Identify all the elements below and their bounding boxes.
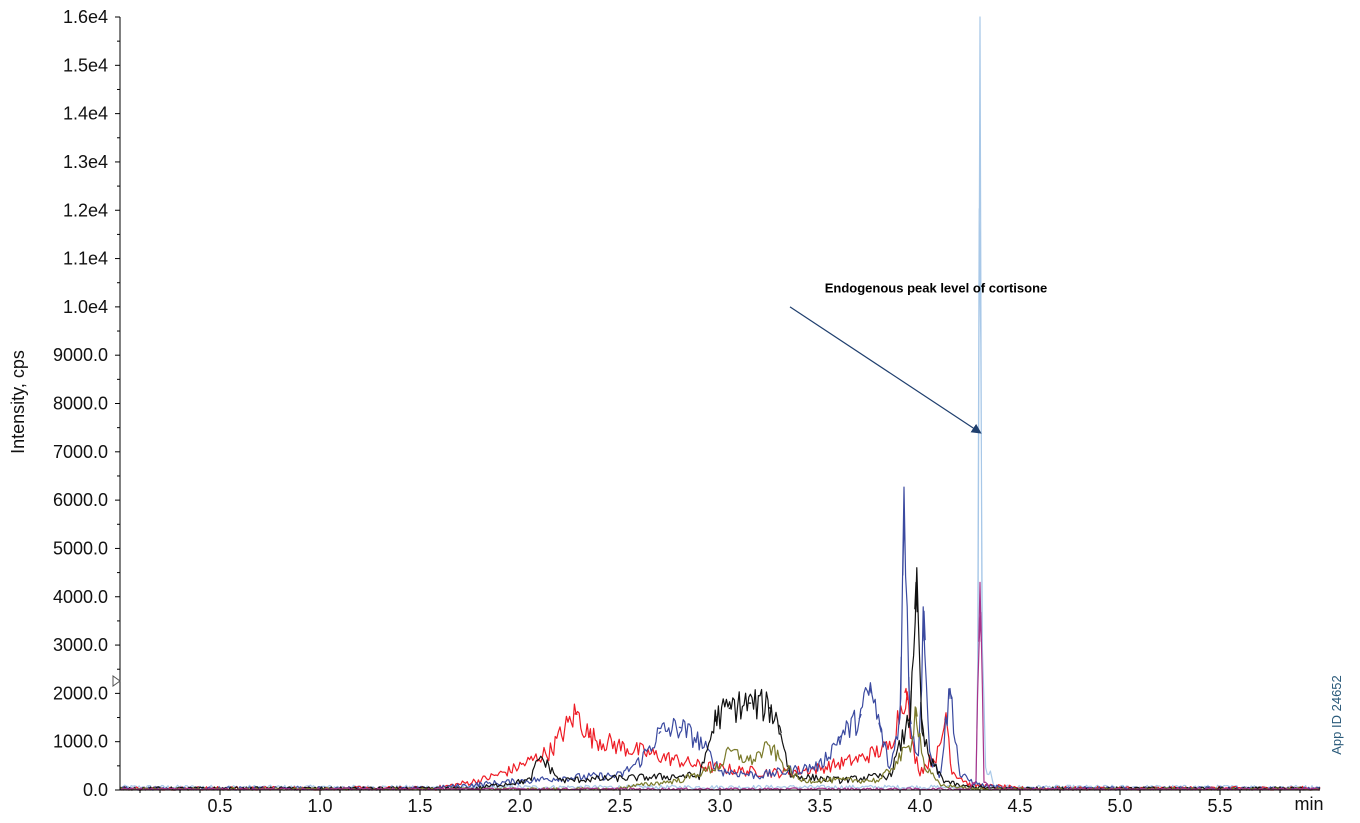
triangle-marker-icon: [112, 675, 121, 687]
x-tick-label: 1.5: [407, 796, 432, 816]
series-line-3: [119, 486, 1321, 791]
x-tick-label: 5.5: [1207, 796, 1232, 816]
y-tick-label: 5000.0: [53, 538, 108, 558]
y-tick-label: 1.3e4: [63, 152, 108, 172]
y-tick-label: 1.5e4: [63, 55, 108, 75]
y-tick-label: 9000.0: [53, 345, 108, 365]
series-line-2: [119, 687, 1321, 791]
x-axis-ticks: 0.5 1.0 1.5 2.0 2.5 3.0 3.5 4.0 4.5 5.0 5.5: [139, 790, 1301, 816]
series-line-1: [119, 16, 1321, 790]
series-line-6: [119, 581, 1321, 791]
y-tick-label: 1.1e4: [63, 249, 108, 269]
y-tick-label: 2000.0: [53, 683, 108, 703]
annotation-text: Endogenous peak level of cortisone: [825, 280, 1048, 295]
y-tick-label: 1000.0: [53, 732, 108, 752]
x-tick-label: 3.5: [807, 796, 832, 816]
y-tick-label: 3000.0: [53, 635, 108, 655]
x-tick-label: 1.0: [307, 796, 332, 816]
annotation: Endogenous peak level of cortisone: [789, 280, 1048, 434]
y-axis-title: Intensity, cps: [8, 350, 28, 454]
x-tick-label: 4.0: [907, 796, 932, 816]
x-tick-label: 5.0: [1107, 796, 1132, 816]
y-tick-label: 0.0: [83, 780, 108, 800]
app-id-label: App ID 24652: [1329, 675, 1344, 755]
series-layer: [119, 16, 1321, 791]
y-axis-ticks: 0.0 1000.0 2000.0 3000.0 4000.0 5000.0 6000.0 7…: [53, 7, 120, 800]
y-tick-label: 4000.0: [53, 587, 108, 607]
x-tick-label: 2.0: [507, 796, 532, 816]
annotation-arrow: [789, 306, 982, 434]
y-tick-label: 1.2e4: [63, 200, 108, 220]
y-tick-label: 1.4e4: [63, 104, 108, 124]
y-tick-label: 1.6e4: [63, 7, 108, 27]
x-tick-label: 3.0: [707, 796, 732, 816]
y-tick-label: 7000.0: [53, 442, 108, 462]
y-tick-label: 8000.0: [53, 394, 108, 414]
x-tick-label: 2.5: [607, 796, 632, 816]
x-axis-unit-label: min: [1294, 794, 1323, 814]
axes: [119, 17, 1320, 791]
series-line-5: [120, 706, 1321, 791]
y-tick-label: 1.0e4: [63, 297, 108, 317]
x-tick-label: 0.5: [207, 796, 232, 816]
y-tick-label: 6000.0: [53, 490, 108, 510]
series-line-4: [119, 567, 1321, 791]
x-tick-label: 4.5: [1007, 796, 1032, 816]
